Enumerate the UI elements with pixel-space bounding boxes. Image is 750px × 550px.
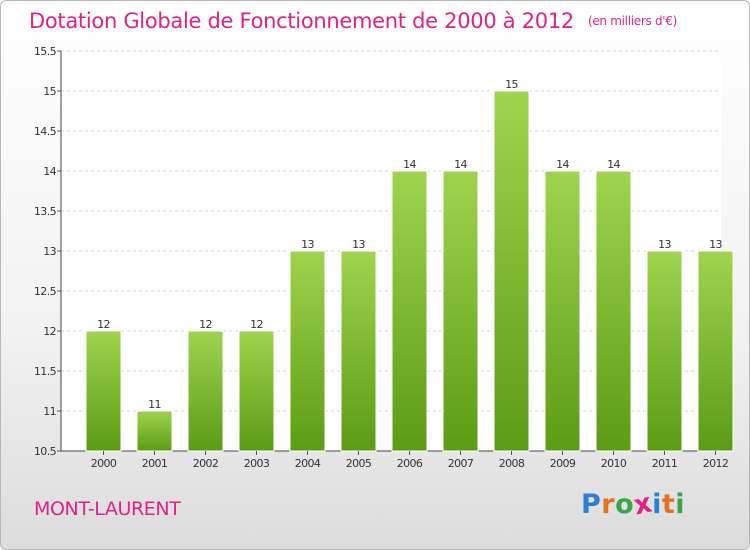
- bar: [544, 170, 581, 452]
- y-tick-label: 12.5: [34, 285, 57, 298]
- bar: [340, 250, 377, 452]
- chart-title: Dotation Globale de Fonctionnement de 20…: [29, 9, 677, 33]
- x-tick-label: 2008: [499, 457, 525, 470]
- bar: [187, 330, 224, 452]
- proxiti-logo: Proxiti: [581, 487, 686, 521]
- bar: [391, 170, 428, 452]
- data-label: 15: [505, 78, 518, 91]
- data-label: 14: [607, 158, 620, 171]
- unit-label: (en milliers d'€): [587, 14, 677, 28]
- x-tick-label: 2012: [703, 457, 729, 470]
- data-label: 13: [352, 238, 365, 251]
- bar: [85, 330, 122, 452]
- bar: [442, 170, 479, 452]
- logo-letter: i: [652, 489, 662, 520]
- bar: [289, 250, 326, 452]
- data-label: 13: [658, 238, 671, 251]
- logo-letter: P: [581, 489, 602, 520]
- chart-title-text: Dotation Globale de Fonctionnement de 20…: [29, 9, 574, 33]
- data-label: 13: [301, 238, 314, 251]
- bar: [136, 410, 173, 452]
- data-label: 12: [199, 318, 212, 331]
- x-tick-label: 2001: [142, 457, 168, 470]
- x-tick-label: 2007: [448, 457, 474, 470]
- y-tick-label: 13: [43, 245, 56, 258]
- logo-letter: r: [601, 489, 616, 520]
- x-tick-label: 2003: [244, 457, 270, 470]
- data-label: 11: [148, 398, 161, 411]
- x-tick-label: 2005: [346, 457, 372, 470]
- data-label: 13: [709, 238, 722, 251]
- bar: [238, 330, 275, 452]
- data-label: 14: [556, 158, 569, 171]
- y-tick-label: 12: [43, 325, 56, 338]
- y-tick-label: 11.5: [34, 365, 57, 378]
- bar: [646, 250, 683, 452]
- x-tick-label: 2004: [295, 457, 321, 470]
- bar: [595, 170, 632, 452]
- y-tick-label: 14.5: [34, 125, 57, 138]
- x-tick-label: 2011: [652, 457, 678, 470]
- data-label: 14: [454, 158, 467, 171]
- logo-letter: t: [661, 489, 676, 520]
- x-tick-label: 2002: [193, 457, 219, 470]
- y-tick-label: 15.5: [34, 45, 57, 58]
- y-tick-label: 13.5: [34, 205, 57, 218]
- y-tick-label: 14: [43, 165, 56, 178]
- data-label: 12: [97, 318, 110, 331]
- logo-letter: i: [675, 489, 686, 520]
- x-tick-label: 2006: [397, 457, 423, 470]
- data-label: 14: [403, 158, 416, 171]
- x-tick-label: 2000: [91, 457, 117, 470]
- municipality-name: MONT-LAURENT: [34, 498, 181, 520]
- x-tick-label: 2010: [601, 457, 627, 470]
- x-tick-label: 2009: [550, 457, 576, 470]
- bar: [493, 90, 530, 452]
- y-tick-label: 10.5: [34, 445, 57, 458]
- y-tick-label: 11: [43, 405, 56, 418]
- y-tick-label: 15: [43, 85, 56, 98]
- data-label: 12: [250, 318, 263, 331]
- logo-letter: o: [615, 489, 635, 520]
- bar: [697, 250, 734, 452]
